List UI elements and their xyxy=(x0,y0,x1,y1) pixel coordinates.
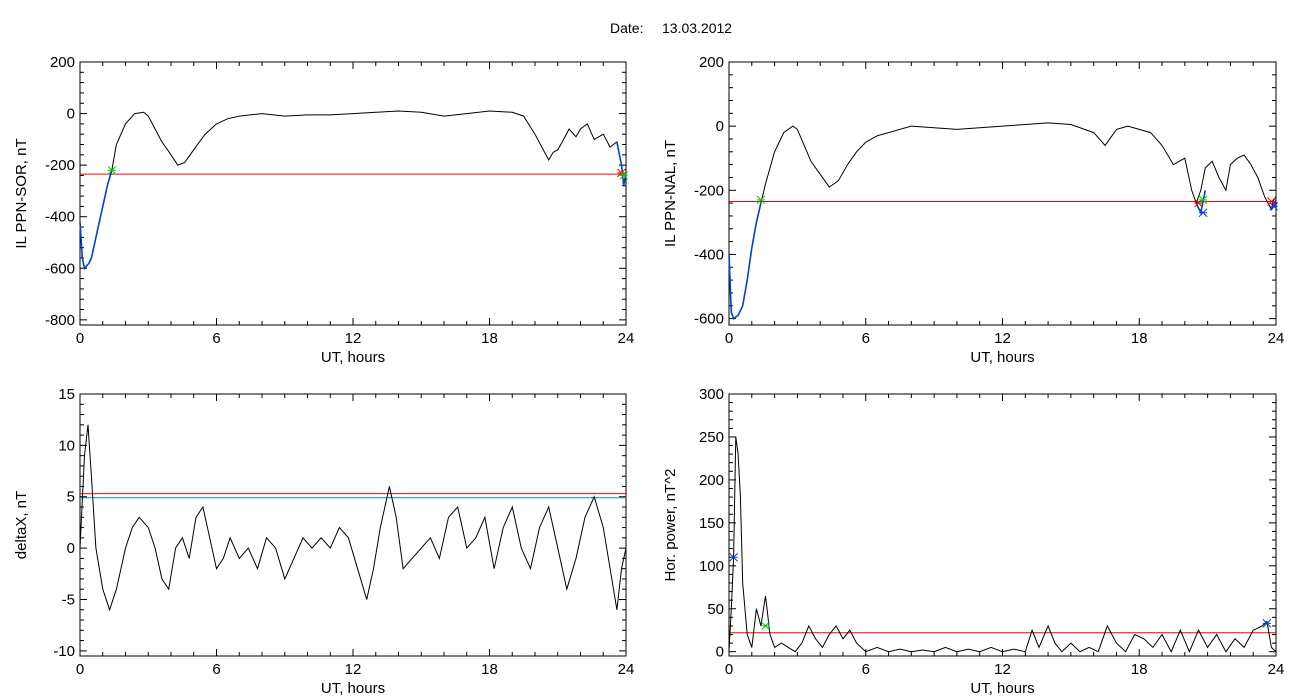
series-line xyxy=(79,424,627,612)
y-axis-label: IL PPN-NAL, nT xyxy=(662,140,679,247)
series-line xyxy=(728,122,1277,320)
y-tick-label: -200 xyxy=(45,157,75,174)
y-tick-label: 0 xyxy=(716,644,724,661)
marker xyxy=(761,621,770,631)
x-tick-label: 0 xyxy=(725,661,733,678)
x-tick-label: 0 xyxy=(725,330,733,347)
y-tick-label: -600 xyxy=(45,260,75,277)
marker xyxy=(756,195,766,205)
series-line xyxy=(616,141,627,186)
date-label: Date: xyxy=(610,20,643,36)
x-axis-label: UT, hours xyxy=(970,680,1034,697)
x-tick-label: 24 xyxy=(1268,330,1285,347)
axes-frame xyxy=(728,393,1277,657)
y-tick-label: 50 xyxy=(707,601,724,618)
charts-group: 0 6 12 18 24 -800 -600 -400 -200 0 200 UT, hours IL … xyxy=(13,54,1284,697)
y-tick-label: -800 xyxy=(45,312,75,329)
y-tick-label: 15 xyxy=(58,386,75,403)
y-tick-label: 10 xyxy=(58,437,75,454)
marker xyxy=(1198,195,1208,205)
x-tick-label: 24 xyxy=(618,661,635,678)
y-tick-label: 0 xyxy=(67,106,75,123)
y-tick-label: -10 xyxy=(53,643,75,660)
y-tick-label: 150 xyxy=(699,515,724,532)
axes-frame xyxy=(728,61,1277,326)
x-tick-label: 12 xyxy=(994,661,1011,678)
y-tick-label: 5 xyxy=(67,489,75,506)
axes-frame xyxy=(79,61,627,326)
x-tick-label: 18 xyxy=(1131,661,1148,678)
marker xyxy=(107,165,117,175)
x-tick-label: 0 xyxy=(76,661,84,678)
x-tick-label: 6 xyxy=(862,330,870,347)
chart-panel-bottom-right: 0 6 12 18 24 0 50 100 150 200 250 300 UT, hours Hor. … xyxy=(662,386,1284,697)
y-tick-label: 250 xyxy=(699,429,724,446)
series-line xyxy=(79,170,113,271)
axes-frame xyxy=(79,393,627,657)
x-tick-label: 24 xyxy=(618,330,635,347)
y-tick-label: 200 xyxy=(50,54,75,71)
y-axis-label: Hor. power, nT^2 xyxy=(662,469,679,582)
y-axis-label: deltaX, nT xyxy=(13,491,30,559)
x-tick-label: 6 xyxy=(862,661,870,678)
y-tick-label: -400 xyxy=(45,209,75,226)
x-tick-label: 12 xyxy=(994,330,1011,347)
y-tick-label: -5 xyxy=(62,591,75,608)
x-axis-label: UT, hours xyxy=(321,349,385,366)
x-tick-label: 12 xyxy=(345,661,362,678)
marker xyxy=(1269,201,1279,211)
marker xyxy=(1262,619,1272,628)
marker xyxy=(1194,198,1203,208)
y-tick-label: -200 xyxy=(694,182,724,199)
y-tick-label: 200 xyxy=(699,472,724,489)
y-tick-label: -400 xyxy=(694,246,724,263)
series-line xyxy=(728,436,1277,653)
x-tick-label: 18 xyxy=(1131,330,1148,347)
x-axis-label: UT, hours xyxy=(970,349,1034,366)
x-tick-label: 0 xyxy=(76,330,84,347)
marker xyxy=(729,552,738,562)
marker xyxy=(619,171,629,180)
y-tick-label: 100 xyxy=(699,558,724,575)
x-axis-label: UT, hours xyxy=(321,680,385,697)
marker xyxy=(1267,197,1276,206)
chart-panel-top-left: 0 6 12 18 24 -800 -600 -400 -200 0 200 UT, hours IL … xyxy=(13,54,634,366)
x-tick-label: 6 xyxy=(212,330,220,347)
y-tick-label: 0 xyxy=(67,540,75,557)
series-line xyxy=(728,202,762,320)
x-tick-label: 24 xyxy=(1268,661,1285,678)
x-tick-label: 18 xyxy=(481,330,498,347)
y-axis-label: IL PPN-SOR, nT xyxy=(13,138,30,248)
x-tick-label: 6 xyxy=(212,661,220,678)
y-tick-label: -600 xyxy=(694,311,724,328)
chart-panel-bottom-left: 0 6 12 18 24 -10 -5 0 5 10 15 UT, hours deltaX, nT xyxy=(13,386,634,697)
chart-panel-top-right: 0 6 12 18 24 -600 -400 -200 0 200 UT, hours IL PPN-… xyxy=(662,54,1284,366)
y-tick-label: 200 xyxy=(699,54,724,71)
x-tick-label: 12 xyxy=(345,330,362,347)
y-tick-label: 300 xyxy=(699,386,724,403)
y-tick-label: 0 xyxy=(716,118,724,135)
date-value: 13.03.2012 xyxy=(662,20,732,36)
x-tick-label: 18 xyxy=(481,661,498,678)
series-line xyxy=(79,110,627,270)
marker xyxy=(1198,208,1208,218)
